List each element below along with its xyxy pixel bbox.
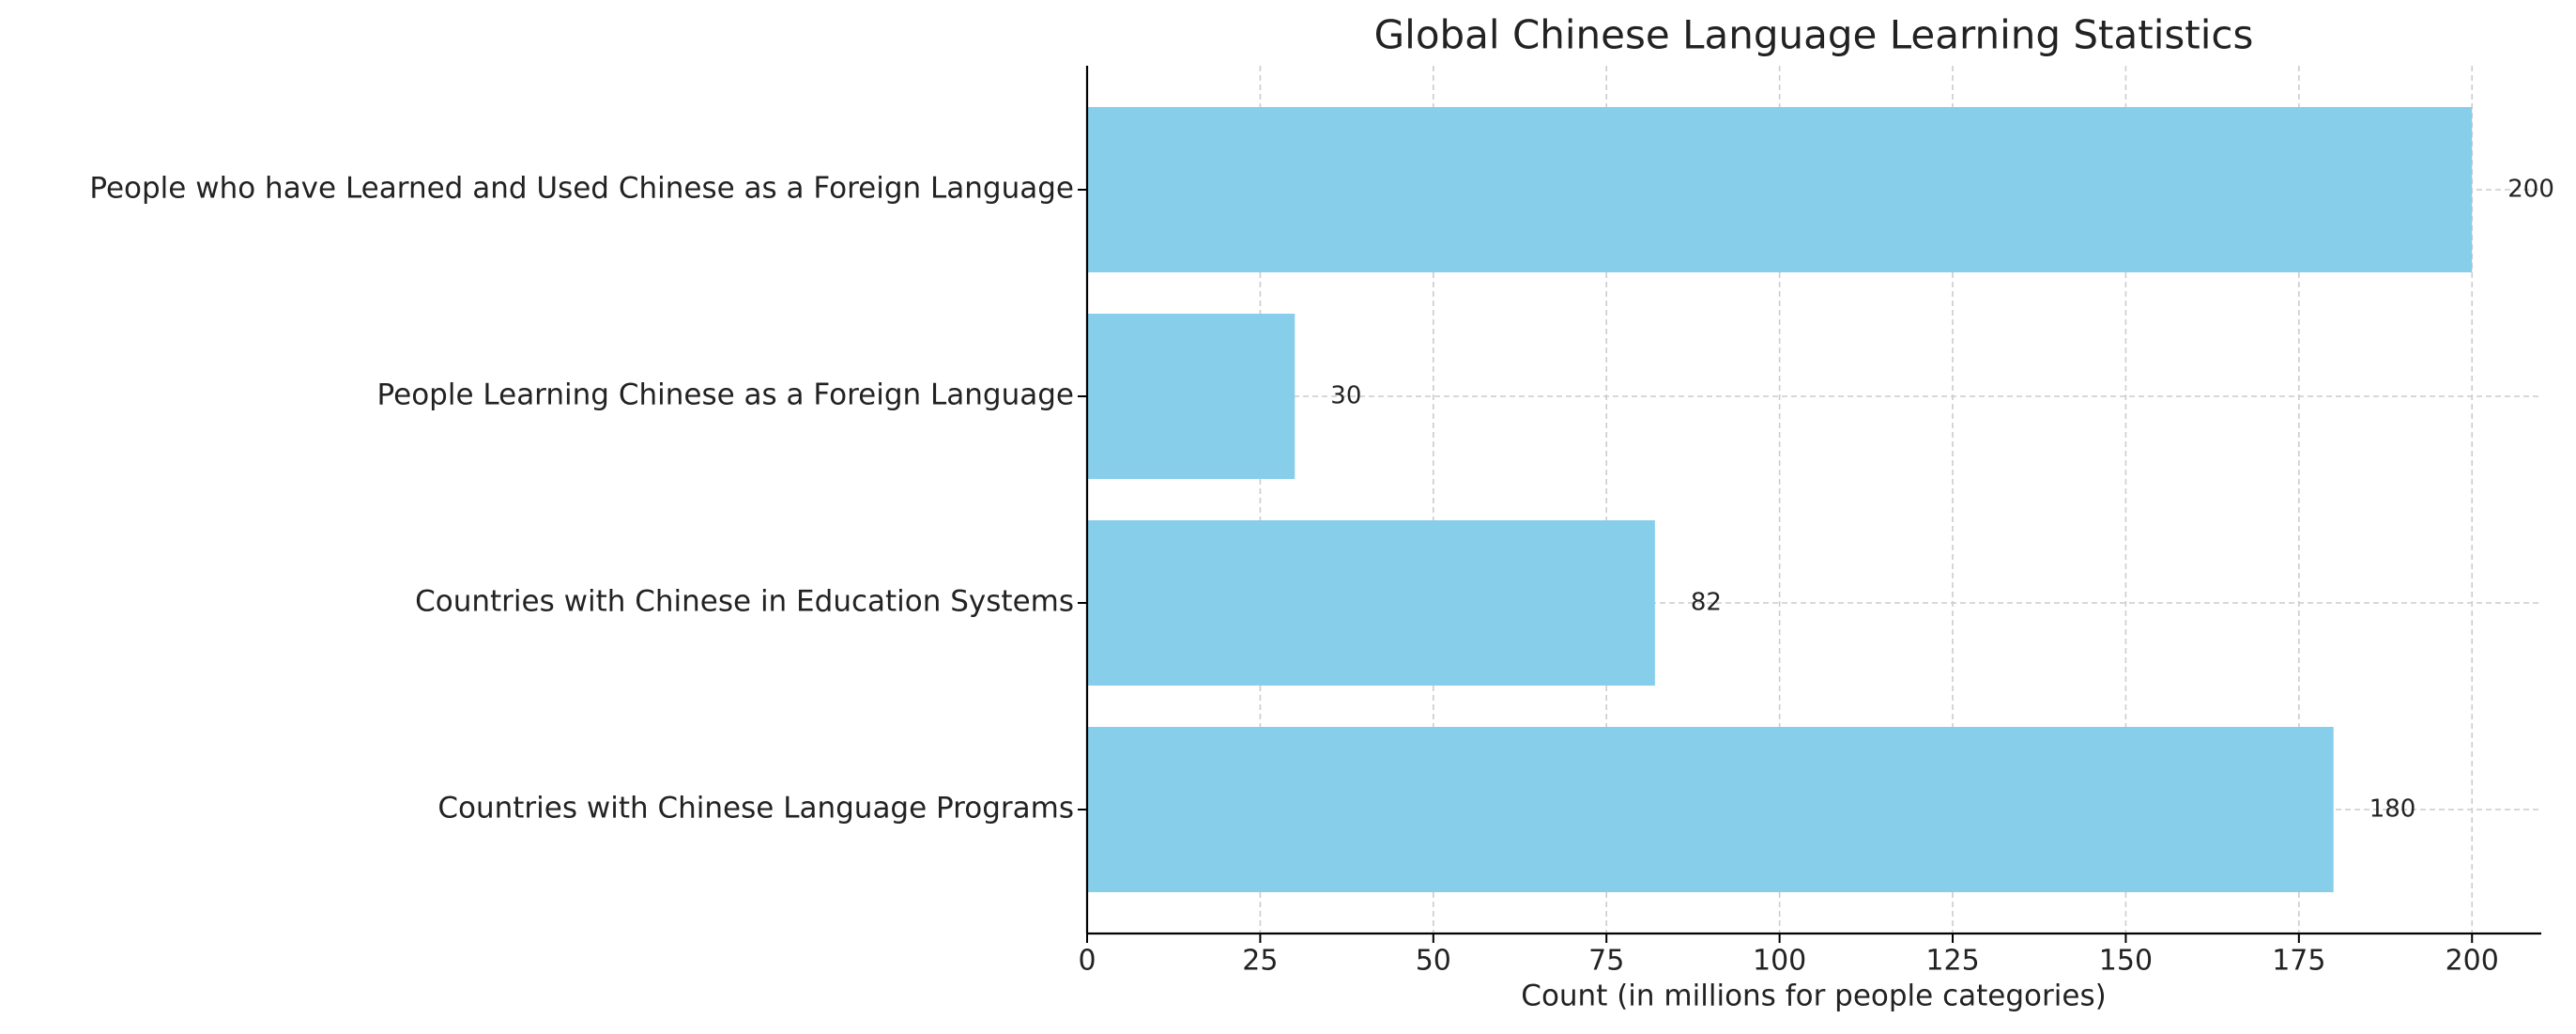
value-label: 82 [1691, 589, 1722, 617]
value-label: 180 [2369, 795, 2416, 824]
bar [1087, 727, 2334, 892]
y-tick-label: People who have Learned and Used Chinese… [89, 172, 1074, 206]
y-tick-label: People Learning Chinese as a Foreign Lan… [377, 378, 1074, 412]
x-tick-label: 125 [1925, 945, 1979, 978]
value-label: 30 [1330, 382, 1361, 410]
bar [1087, 520, 1655, 686]
bar [1087, 314, 1296, 479]
chart-title: Global Chinese Language Learning Statist… [1374, 12, 2254, 58]
x-tick-label: 50 [1416, 945, 1451, 978]
x-tick-label: 175 [2272, 945, 2325, 978]
x-tick-label: 75 [1588, 945, 1624, 978]
x-tick-label: 150 [2099, 945, 2153, 978]
x-axis-label: Count (in millions for people categories… [1521, 980, 2106, 1013]
x-tick-label: 200 [2446, 945, 2499, 978]
value-label: 200 [2507, 176, 2554, 204]
y-tick-label: Countries with Chinese Language Programs [437, 792, 1074, 826]
x-tick-label: 100 [1753, 945, 1806, 978]
x-tick-label: 25 [1242, 945, 1278, 978]
bar [1087, 107, 2473, 272]
y-tick-label: Countries with Chinese in Education Syst… [415, 585, 1074, 619]
x-tick-label: 0 [1078, 945, 1096, 978]
